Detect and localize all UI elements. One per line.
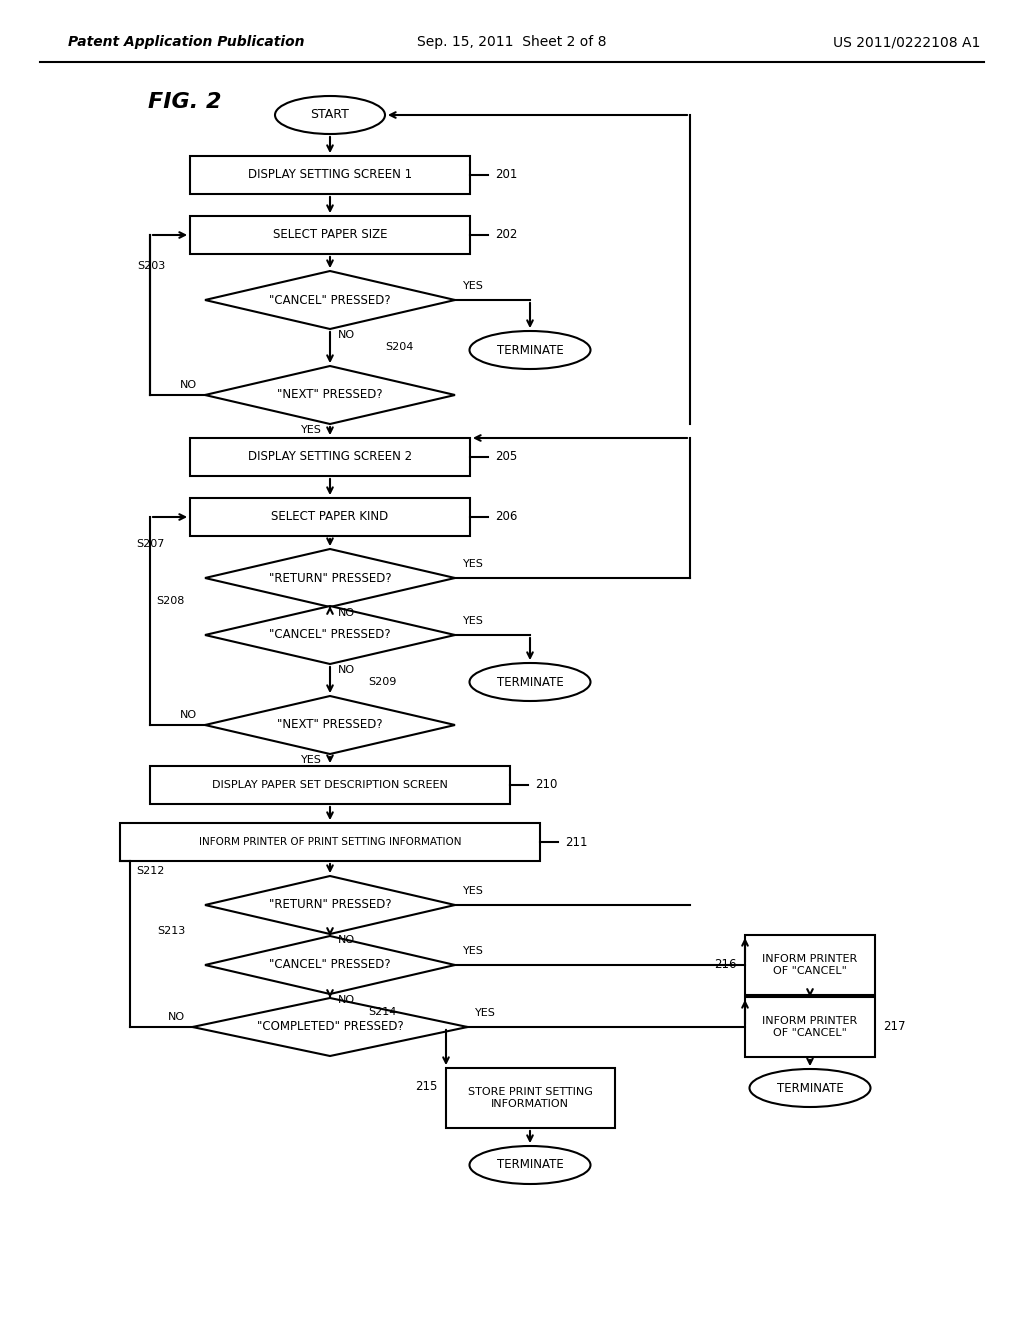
Text: 201: 201 [495,169,517,181]
Text: "CANCEL" PRESSED?: "CANCEL" PRESSED? [269,958,391,972]
Text: TERMINATE: TERMINATE [497,676,563,689]
Bar [190,216,470,253]
Text: DISPLAY SETTING SCREEN 1: DISPLAY SETTING SCREEN 1 [248,169,412,181]
Text: NO: NO [338,995,355,1005]
Text: S204: S204 [385,342,414,352]
Bar [150,766,510,804]
Text: S213: S213 [157,927,185,936]
Text: "NEXT" PRESSED?: "NEXT" PRESSED? [278,388,383,401]
Bar [190,438,470,477]
Text: Sep. 15, 2011  Sheet 2 of 8: Sep. 15, 2011 Sheet 2 of 8 [417,36,607,49]
Text: NO: NO [338,665,355,675]
Text: NO: NO [338,330,355,341]
Polygon shape [205,271,455,329]
Text: TERMINATE: TERMINATE [497,1159,563,1172]
Bar [445,1068,614,1129]
Bar [745,935,874,995]
Polygon shape [205,876,455,935]
Text: S208: S208 [157,597,185,606]
Ellipse shape [275,96,385,135]
Text: SELECT PAPER KIND: SELECT PAPER KIND [271,511,389,524]
Text: Patent Application Publication: Patent Application Publication [68,36,304,49]
Text: STORE PRINT SETTING
INFORMATION: STORE PRINT SETTING INFORMATION [468,1088,593,1109]
Text: 211: 211 [565,836,588,849]
Polygon shape [193,998,468,1056]
Text: 206: 206 [495,511,517,524]
Text: NO: NO [180,380,197,389]
Text: FIG. 2: FIG. 2 [148,92,221,112]
Text: INFORM PRINTER
OF "CANCEL": INFORM PRINTER OF "CANCEL" [763,1016,858,1038]
Ellipse shape [469,331,591,370]
Text: START: START [310,108,349,121]
Text: YES: YES [463,886,484,896]
Text: 202: 202 [495,228,517,242]
Text: NO: NO [338,935,355,945]
Text: TERMINATE: TERMINATE [776,1081,844,1094]
Text: NO: NO [168,1012,185,1022]
Bar [745,997,874,1057]
Text: YES: YES [463,946,484,956]
Text: 215: 215 [416,1080,438,1093]
Text: 216: 216 [715,958,737,972]
Text: NO: NO [338,609,355,618]
Text: "RETURN" PRESSED?: "RETURN" PRESSED? [268,572,391,585]
Bar [190,498,470,536]
Text: DISPLAY SETTING SCREEN 2: DISPLAY SETTING SCREEN 2 [248,450,412,463]
Ellipse shape [469,663,591,701]
Text: INFORM PRINTER OF PRINT SETTING INFORMATION: INFORM PRINTER OF PRINT SETTING INFORMAT… [199,837,461,847]
Text: YES: YES [301,425,322,436]
Text: "CANCEL" PRESSED?: "CANCEL" PRESSED? [269,628,391,642]
Polygon shape [205,606,455,664]
Text: TERMINATE: TERMINATE [497,343,563,356]
Ellipse shape [750,1069,870,1107]
Text: S207: S207 [136,539,165,549]
Text: "NEXT" PRESSED?: "NEXT" PRESSED? [278,718,383,731]
Text: NO: NO [180,710,197,719]
Polygon shape [205,366,455,424]
Polygon shape [205,549,455,607]
Text: INFORM PRINTER
OF "CANCEL": INFORM PRINTER OF "CANCEL" [763,954,858,975]
Polygon shape [205,936,455,994]
Text: SELECT PAPER SIZE: SELECT PAPER SIZE [272,228,387,242]
Text: YES: YES [301,755,322,766]
Text: YES: YES [463,616,484,626]
Text: YES: YES [463,558,484,569]
Text: S203: S203 [137,261,165,271]
Text: YES: YES [463,281,484,290]
Text: 210: 210 [535,779,557,792]
Text: S212: S212 [136,866,165,876]
Ellipse shape [469,1146,591,1184]
Text: S209: S209 [368,677,396,686]
Text: DISPLAY PAPER SET DESCRIPTION SCREEN: DISPLAY PAPER SET DESCRIPTION SCREEN [212,780,447,789]
Polygon shape [205,696,455,754]
Text: "CANCEL" PRESSED?: "CANCEL" PRESSED? [269,293,391,306]
Text: "RETURN" PRESSED?: "RETURN" PRESSED? [268,899,391,912]
Text: S214: S214 [368,1007,396,1016]
Bar [120,822,540,861]
Text: 217: 217 [883,1020,905,1034]
Text: 205: 205 [495,450,517,463]
Bar [190,156,470,194]
Text: "COMPLETED" PRESSED?: "COMPLETED" PRESSED? [257,1020,403,1034]
Text: US 2011/0222108 A1: US 2011/0222108 A1 [833,36,980,49]
Text: YES: YES [475,1008,496,1018]
